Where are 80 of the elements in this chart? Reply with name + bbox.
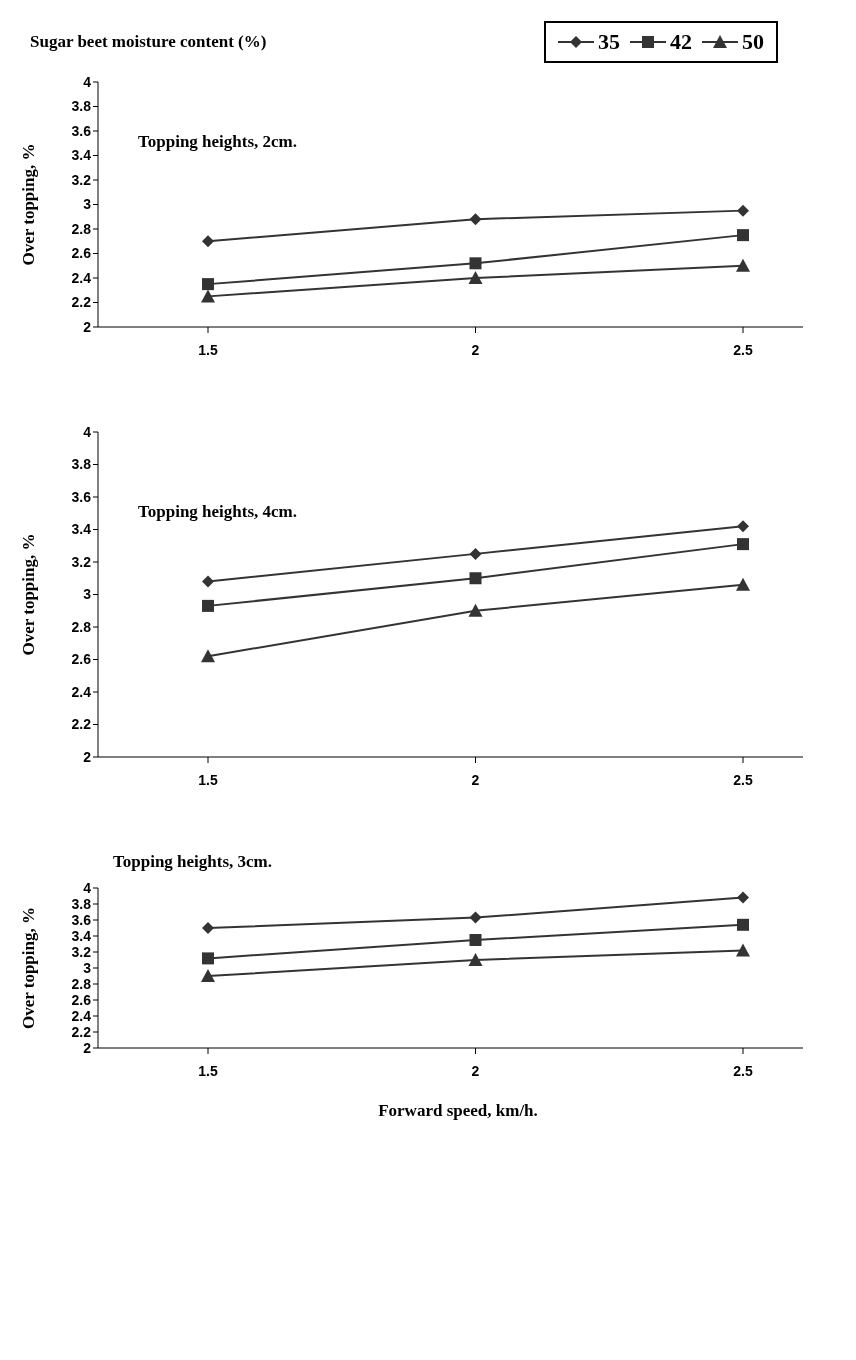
point [468, 271, 483, 284]
point [202, 235, 214, 248]
y-tick-label: 3.6 [71, 488, 92, 505]
point [737, 520, 749, 533]
y-tick-label: 2.6 [71, 245, 92, 262]
y-tick-label: 2.8 [71, 975, 92, 992]
x-tick-label: 1.5 [198, 1062, 218, 1079]
y-tick-label: 3 [83, 959, 92, 976]
y-tick-label: 4 [83, 879, 92, 896]
legend-label: 42 [670, 29, 692, 55]
y-tick-label: 3.6 [71, 911, 92, 928]
y-tick-label: 2 [83, 1039, 92, 1056]
y-tick-label: 3.2 [71, 553, 92, 570]
y-tick-label: 2.2 [71, 294, 92, 311]
x-tick-label: 2.5 [733, 1062, 753, 1079]
y-axis-title: Over topping, % [19, 143, 39, 266]
point [202, 278, 214, 291]
y-tick-label: 2 [83, 318, 92, 335]
y-axis-title: Over topping, % [19, 906, 39, 1030]
point [469, 257, 482, 270]
text: Topping heights, 2cm. [138, 132, 298, 152]
y-tick-label: 3.8 [71, 456, 92, 473]
point [469, 547, 482, 560]
y-tick-label: 3.2 [71, 943, 92, 960]
point [469, 213, 482, 226]
y-tick-label: 3.8 [71, 895, 92, 912]
y-tick-label: 2.2 [71, 716, 92, 733]
x-tick-label: 2.5 [733, 341, 753, 358]
y-tick-label: 2.6 [71, 991, 92, 1008]
x-tick-label: 2.5 [733, 771, 753, 788]
point [736, 258, 750, 272]
x-tick-label: 2 [471, 341, 480, 358]
point [202, 575, 214, 588]
point [469, 911, 482, 924]
point [201, 649, 215, 663]
y-tick-label: 2 [83, 748, 92, 765]
y-tick-label: 2.6 [71, 651, 92, 668]
x-tick-label: 2 [471, 1062, 480, 1079]
y-tick-label: 2.8 [71, 618, 92, 635]
x-axis-title: Forward speed, km/h. [377, 1101, 539, 1121]
y-tick-label: 3 [83, 586, 92, 603]
point [737, 538, 749, 551]
point [202, 952, 214, 965]
y-tick-label: 3.4 [71, 521, 92, 538]
chart-title: Topping heights, 3cm. [112, 852, 274, 873]
y-tick-label: 4 [83, 73, 92, 90]
y-tick-label: 2.4 [71, 269, 92, 286]
y-tick-label: 3.4 [71, 147, 92, 164]
y-tick-label: 3.6 [71, 122, 92, 139]
legend-label: 35 [598, 29, 620, 55]
point [736, 943, 750, 957]
y-tick-label: 2.8 [71, 220, 92, 237]
y-tick-label: 3 [83, 196, 92, 213]
point [737, 229, 749, 242]
point [737, 204, 749, 217]
legend-label: 50 [742, 29, 764, 55]
x-tick-label: 2 [471, 771, 480, 788]
point [469, 572, 482, 585]
point [201, 969, 215, 982]
point [468, 953, 483, 966]
y-tick-label: 3.8 [71, 98, 92, 115]
x-tick-label: 1.5 [198, 771, 218, 788]
point [736, 577, 750, 591]
point [469, 934, 482, 946]
x-tick-label: 1.5 [198, 341, 218, 358]
point [202, 599, 214, 612]
y-axis-title: Over topping, % [19, 533, 39, 656]
y-tick-label: 4 [83, 423, 92, 440]
legend-title: Sugar beet moisture content (%) [30, 32, 267, 52]
point [201, 289, 215, 303]
point [737, 918, 749, 931]
text: Topping heights, 4cm. [138, 502, 298, 522]
y-tick-label: 2.4 [71, 683, 92, 700]
point [468, 603, 483, 617]
y-tick-label: 3.4 [71, 927, 92, 944]
point [202, 922, 214, 934]
y-tick-label: 3.2 [71, 171, 92, 188]
point [737, 891, 749, 904]
y-tick-label: 2.4 [71, 1007, 92, 1024]
y-tick-label: 2.2 [71, 1023, 92, 1040]
